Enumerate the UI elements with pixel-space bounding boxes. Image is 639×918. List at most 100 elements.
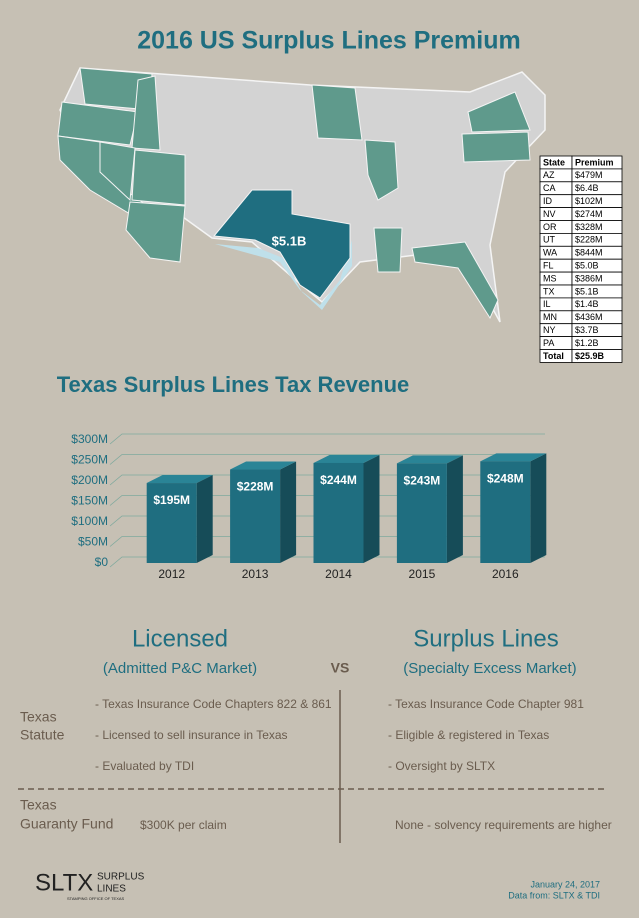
value-label: $248M: [487, 471, 524, 485]
table-text: $6.4B: [575, 183, 599, 193]
table-text: FL: [543, 261, 554, 271]
table-text: IL: [543, 299, 551, 309]
table-text: $228M: [575, 235, 603, 245]
chart-title: Texas Surplus Lines Tax Revenue: [57, 372, 410, 397]
bar: [146, 483, 197, 563]
logo: SLTX: [35, 869, 93, 896]
bar-top: [313, 454, 380, 463]
table-text: $274M: [575, 209, 603, 219]
row-label: Texas: [20, 797, 57, 813]
row-label: Texas: [20, 709, 57, 725]
table-text: $844M: [575, 248, 603, 258]
table-text: $386M: [575, 273, 603, 283]
grid-line: [109, 433, 545, 445]
table-text: $1.4B: [575, 299, 599, 309]
left-item: $300K per claim: [140, 818, 227, 832]
left-item: - Evaluated by TDI: [95, 759, 194, 773]
bar-top: [396, 455, 463, 464]
bar: [396, 463, 447, 563]
value-label: $228M: [237, 480, 274, 494]
bar-top: [230, 461, 297, 470]
table-header: Premium: [575, 157, 614, 167]
y-tick-label: $50M: [78, 535, 108, 549]
source: Data from: SLTX & TDI: [508, 890, 600, 900]
y-tick-label: $0: [95, 555, 109, 569]
table-text: NY: [543, 325, 556, 335]
y-tick-label: $100M: [71, 514, 108, 528]
bar-side: [196, 475, 213, 563]
table-text: $3.7B: [575, 325, 599, 335]
tagline: STAMPING OFFICE OF TEXAS: [67, 896, 125, 901]
bar: [313, 462, 364, 563]
row-label: Statute: [20, 727, 65, 743]
x-tick-label: 2016: [492, 567, 519, 581]
left-title: Licensed: [132, 625, 228, 652]
bar-top: [146, 475, 213, 484]
table-text: $5.1B: [575, 286, 599, 296]
us-map: $5.1B: [57, 67, 546, 323]
right-title: Surplus Lines: [413, 625, 558, 652]
left-item: - Texas Insurance Code Chapters 822 & 86…: [95, 697, 332, 711]
right-subtitle: (Specialty Excess Market): [403, 660, 576, 677]
right-item: - Texas Insurance Code Chapter 981: [388, 697, 584, 711]
map-label: $5.1B: [272, 233, 307, 248]
state-nv: [99, 141, 136, 202]
table-text: $479M: [575, 170, 603, 180]
table-text: TX: [543, 286, 555, 296]
state-il: [364, 139, 399, 201]
grid-line: [109, 454, 545, 465]
table-text: CA: [543, 183, 556, 193]
x-tick-label: 2012: [158, 567, 185, 581]
y-tick-label: $250M: [71, 453, 108, 467]
state-pa: [461, 131, 531, 163]
state-or: [57, 101, 139, 146]
bar: [230, 469, 281, 563]
bar-side: [280, 461, 297, 563]
comparison: Licensed (Admitted P&C Market) VS Surplu…: [18, 625, 612, 843]
table-text: $5.0B: [575, 261, 599, 271]
table-text: UT: [543, 235, 555, 245]
right-item: None - solvency requirements are higher: [395, 818, 612, 832]
bar-side: [363, 454, 380, 563]
y-tick-label: $200M: [71, 473, 108, 487]
table-text: MS: [543, 273, 557, 283]
state-ny: [467, 91, 531, 133]
left-item: - Licensed to sell insurance in Texas: [95, 728, 288, 742]
state-ut: [131, 149, 186, 206]
table-text: AZ: [543, 170, 555, 180]
table-text: $436M: [575, 312, 603, 322]
state-tx: [213, 189, 351, 299]
table-text: PA: [543, 338, 554, 348]
right-item: - Eligible & registered in Texas: [388, 728, 549, 742]
bar: [480, 461, 531, 563]
table-text: $102M: [575, 196, 603, 206]
vs: VS: [331, 660, 350, 676]
premium-table: State Premium AZ $479M CA $6.4B ID $102M NV $274M…: [539, 155, 623, 363]
row-label: Guaranty Fund: [20, 816, 113, 832]
table-text: NV: [543, 209, 556, 219]
date: January 24, 2017: [530, 879, 600, 889]
bar-top: [480, 453, 547, 462]
bar-side: [446, 455, 463, 563]
x-tick-label: 2014: [325, 567, 352, 581]
table-text: WA: [543, 248, 557, 258]
state-ms: [373, 227, 403, 273]
state-fl: [411, 241, 499, 320]
table-cell: [571, 349, 623, 363]
table-total: $25.9B: [575, 351, 605, 361]
table-total: Total: [543, 351, 564, 361]
left-subtitle: (Admitted P&C Market): [103, 660, 257, 677]
logo-text: LINES: [97, 884, 126, 895]
y-tick-label: $150M: [71, 494, 108, 508]
value-label: $243M: [404, 474, 441, 488]
table-text: $1.2B: [575, 338, 599, 348]
state-id: [131, 75, 161, 151]
bar-chart: $0 $50M $100M $150M $200M $250M $300M 2012 $195M…: [71, 432, 547, 581]
state-az: [125, 201, 186, 263]
logo-text: SURPLUS: [97, 872, 145, 883]
right-item: - Oversight by SLTX: [388, 759, 495, 773]
state-mn: [311, 84, 363, 141]
bar-side: [530, 453, 547, 563]
table-text: $328M: [575, 222, 603, 232]
